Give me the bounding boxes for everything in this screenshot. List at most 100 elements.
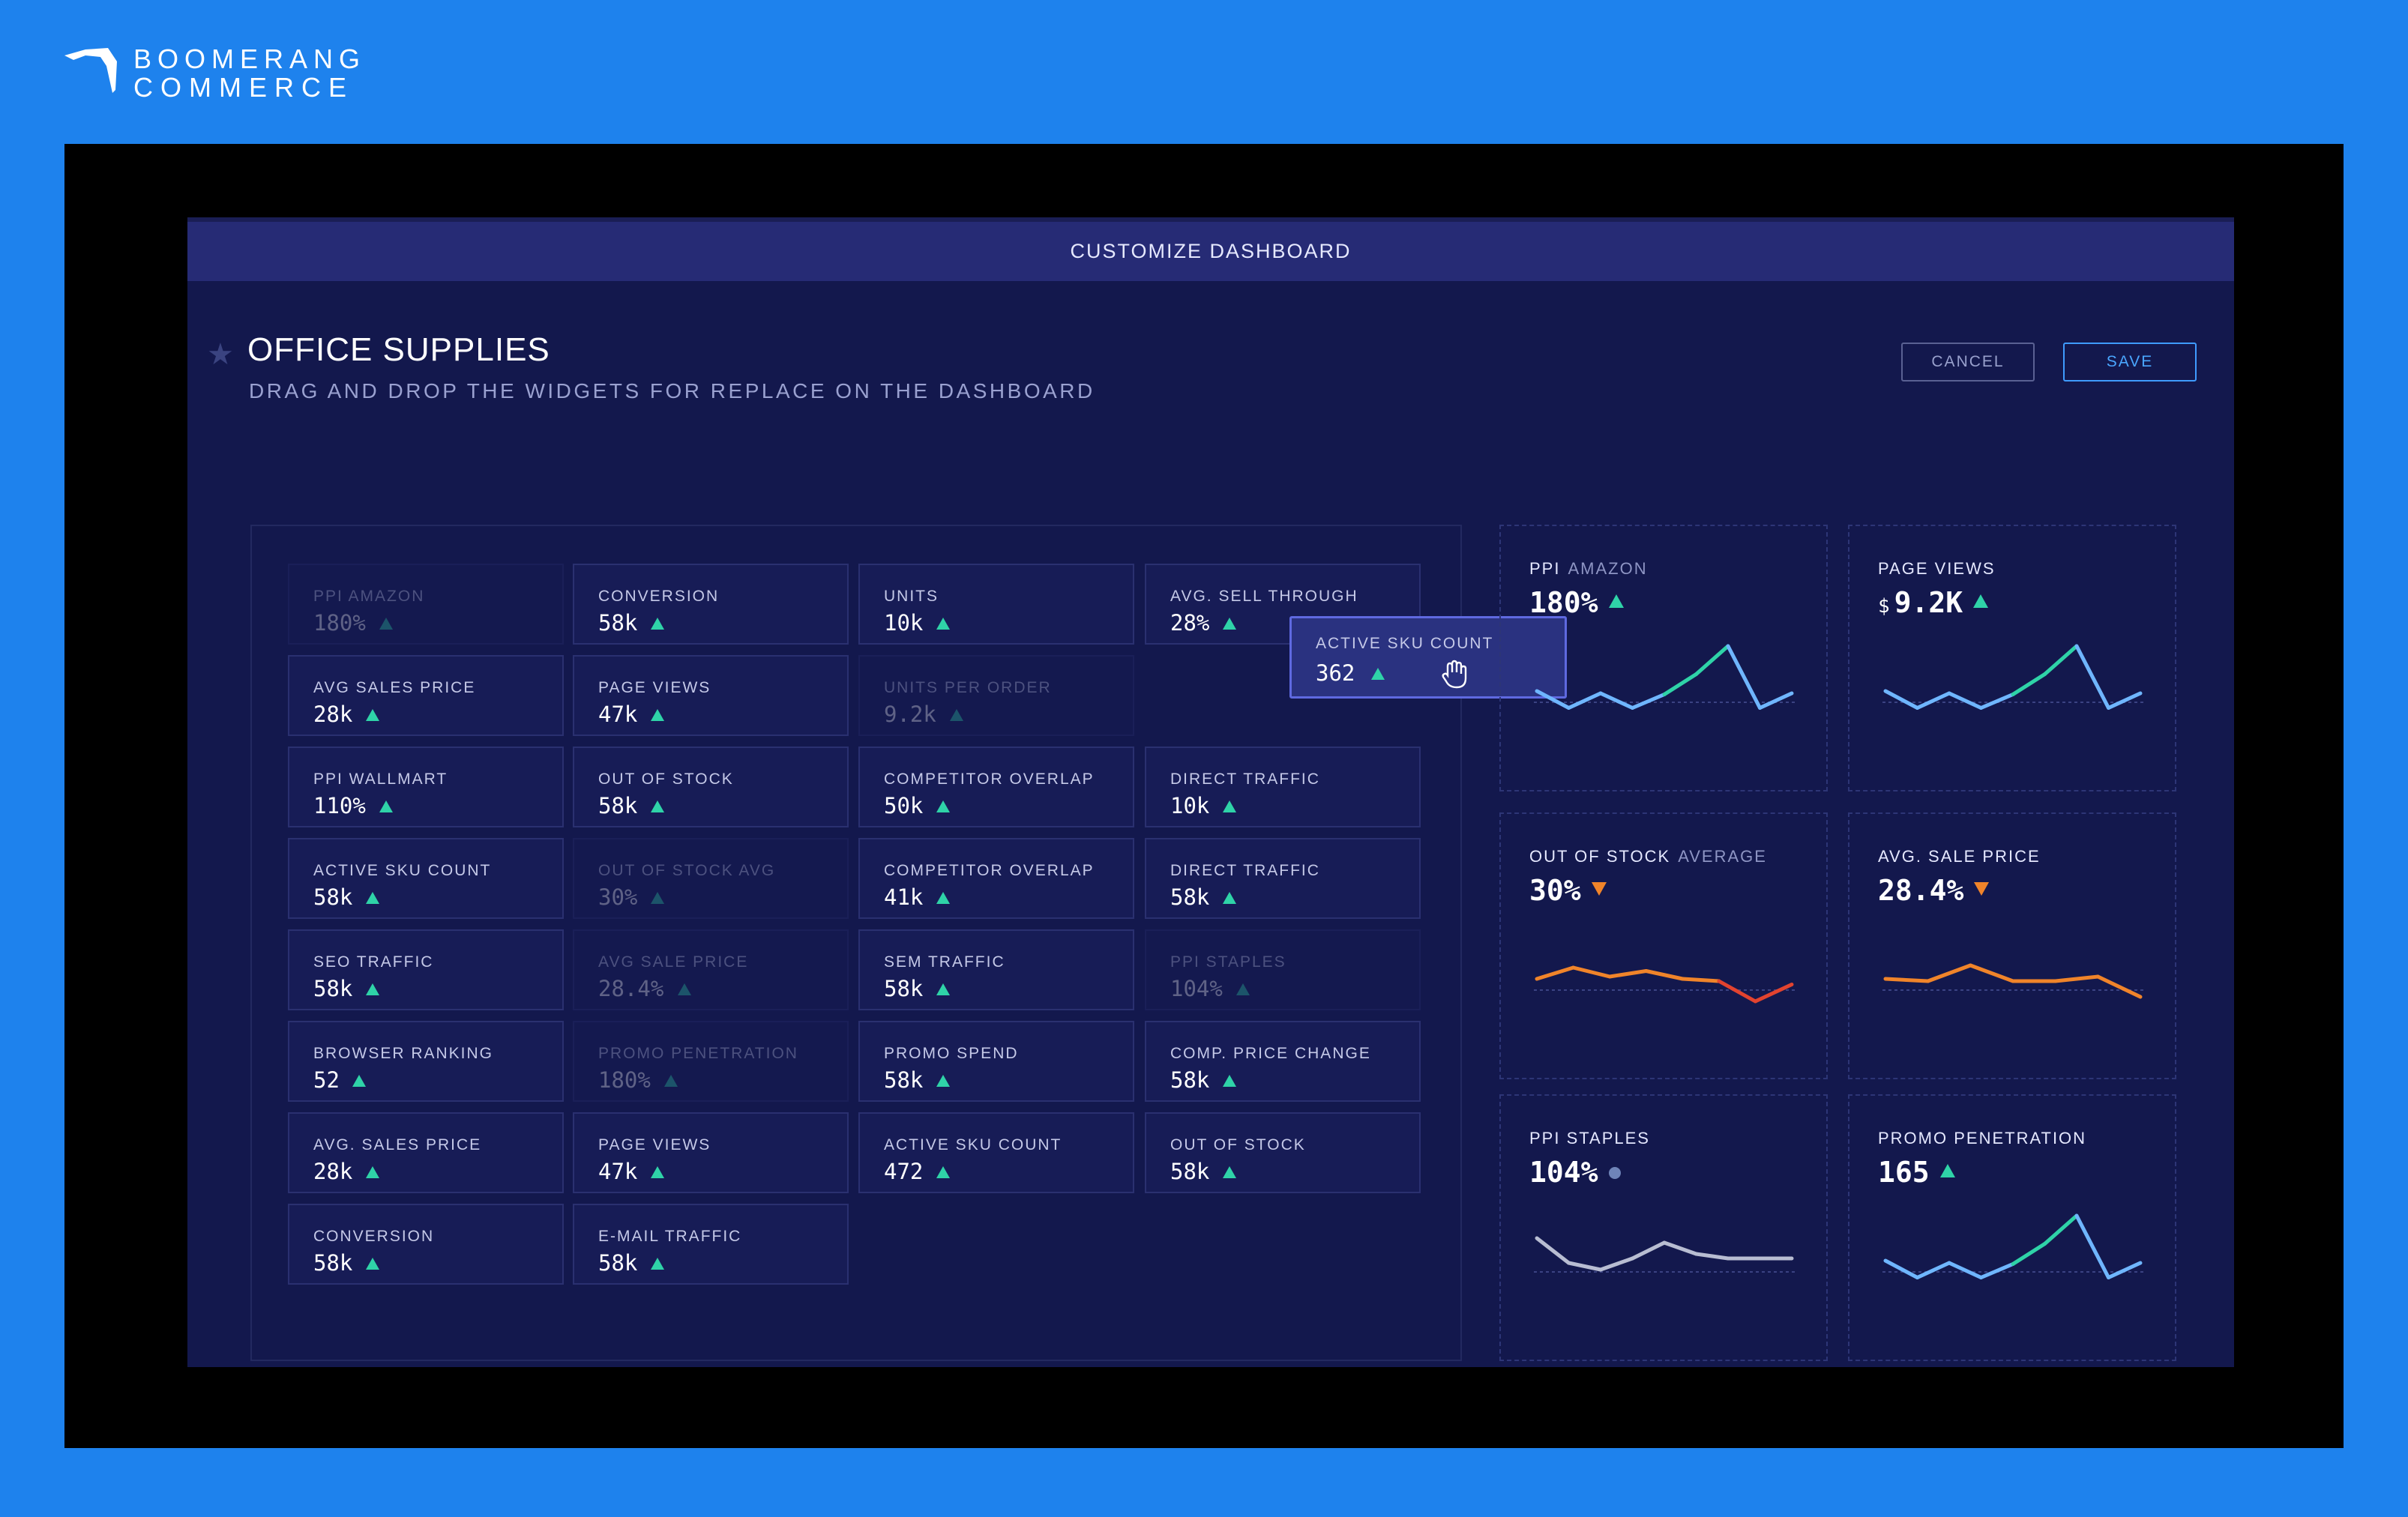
up-arrow-icon (352, 1075, 366, 1087)
widget-tile-label: ACTIVE SKU COUNT (313, 862, 492, 879)
widget-tile-value: 9.2k (884, 702, 936, 727)
widget-tile-value: 58k (313, 976, 353, 1001)
widget-tile-value: 28k (313, 1159, 353, 1184)
trend-up-icon (1973, 594, 1989, 608)
widget-tile[interactable]: SEM TRAFFIC 58k (858, 929, 1134, 1010)
up-arrow-icon (1223, 1166, 1236, 1178)
card-sparkline (1534, 965, 1795, 1004)
save-button[interactable]: SAVE (2063, 343, 2197, 381)
widget-tile[interactable]: DIRECT TRAFFIC 10k (1145, 747, 1421, 827)
widget-tile-value: 52 (313, 1067, 340, 1093)
dashboard-card[interactable]: OUT OF STOCK AVERAGE 30% (1499, 812, 1828, 1079)
widget-tile-value: 58k (598, 610, 638, 636)
widget-tile[interactable]: PPI WALLMART 110% (288, 747, 564, 827)
widget-tile-label: OUT OF STOCK (1170, 1136, 1306, 1153)
dashboard-card[interactable]: PPI AMAZON 180% (1499, 525, 1828, 791)
widget-tile[interactable]: COMPETITOR OVERLAP 50k (858, 747, 1134, 827)
widget-tile[interactable]: SEO TRAFFIC 58k (288, 929, 564, 1010)
widget-tile[interactable]: PAGE VIEWS 47k (573, 655, 849, 736)
widget-tile[interactable]: COMPETITOR OVERLAP 41k (858, 838, 1134, 919)
widget-tile-label: AVG. SALES PRICE (313, 1136, 482, 1153)
sparkline-segment (1598, 691, 1634, 710)
up-arrow-icon (366, 1166, 379, 1178)
sparkline-segment (1535, 689, 1571, 710)
sparkline-segment (1598, 1256, 1634, 1272)
widget-tile[interactable]: PROMO PENETRATION 180% (573, 1021, 849, 1102)
widget-tile-label: PAGE VIEWS (598, 1136, 711, 1153)
sparkline-segment (1662, 1240, 1698, 1256)
card-value: 180% (1529, 586, 1624, 619)
up-arrow-icon (379, 800, 393, 812)
sparkline-segment (2043, 644, 2079, 676)
cancel-button[interactable]: CANCEL (1901, 343, 2035, 381)
widget-tile-value: 47k (598, 1159, 638, 1184)
sparkline-segment (1915, 691, 1951, 710)
widget-tile[interactable]: CONVERSION 58k (573, 564, 849, 645)
favorite-star-icon[interactable]: ★ (207, 338, 234, 371)
widget-tile[interactable]: AVG SALES PRICE 28k (288, 655, 564, 736)
page-title: OFFICE SUPPLIES (247, 331, 550, 368)
widget-tile[interactable]: AVG. SELL THROUGH 28% (1145, 564, 1421, 645)
up-arrow-icon (1223, 618, 1236, 630)
widget-tile[interactable]: UNITS PER ORDER 9.2k (858, 655, 1134, 736)
widget-tile[interactable]: ACTIVE SKU COUNT 58k (288, 838, 564, 919)
card-label: AVG. SALE PRICE (1878, 847, 2041, 866)
sparkline-segment (1535, 965, 1576, 981)
dashboard-card[interactable]: PPI STAPLES 104% (1499, 1094, 1828, 1361)
up-arrow-icon (366, 892, 379, 904)
sparkline-segment (1662, 672, 1698, 696)
widget-tile[interactable]: BROWSER RANKING 52 (288, 1021, 564, 1102)
widget-tile[interactable]: AVG SALE PRICE 28.4% (573, 929, 849, 1010)
sparkline-segment (1680, 977, 1721, 983)
trend-up-icon (1608, 594, 1624, 608)
up-arrow-icon (1236, 983, 1250, 995)
widget-tile-label: COMPETITOR OVERLAP (884, 770, 1095, 788)
widget-tile-value: 472 (884, 1159, 924, 1184)
widget-tile[interactable]: PPI STAPLES 104% (1145, 929, 1421, 1010)
widget-tile[interactable]: OUT OF STOCK AVG 30% (573, 838, 849, 919)
widget-tile-value: 58k (313, 1250, 353, 1276)
widget-tile[interactable]: PAGE VIEWS 47k (573, 1112, 849, 1193)
widget-tile-value: 10k (884, 610, 924, 636)
widget-tile-label: PROMO PENETRATION (598, 1045, 798, 1062)
sparkline-segment (1926, 963, 1972, 983)
widget-tile[interactable]: OUT OF STOCK 58k (573, 747, 849, 827)
widget-tile-label: AVG SALES PRICE (313, 679, 476, 696)
card-label: PAGE VIEWS (1878, 559, 1996, 578)
widget-tile-value: 28k (313, 702, 353, 727)
card-value: 165 (1878, 1156, 1955, 1189)
widget-tile-label: ACTIVE SKU COUNT (884, 1136, 1062, 1153)
dashboard-card[interactable]: PROMO PENETRATION 165 (1848, 1094, 2176, 1361)
widget-tile[interactable]: CONVERSION 58k (288, 1204, 564, 1285)
widget-tile[interactable]: UNITS 10k (858, 564, 1134, 645)
dashboard-card[interactable]: PAGE VIEWS $9.2K (1848, 525, 2176, 791)
card-value: 28.4% (1878, 874, 1990, 907)
up-arrow-icon (651, 709, 664, 721)
page-subtitle: DRAG AND DROP THE WIDGETS FOR REPLACE ON… (249, 379, 1095, 402)
widget-tile-label: AVG SALE PRICE (598, 953, 749, 971)
dashboard-card[interactable]: AVG. SALE PRICE 28.4% (1848, 812, 2176, 1079)
widget-tile[interactable]: PROMO SPEND 58k (858, 1021, 1134, 1102)
widget-library-panel (250, 525, 1462, 1361)
widget-tile-label: CONVERSION (313, 1228, 435, 1245)
up-arrow-icon (950, 709, 963, 721)
sparkline-segment (1979, 693, 2015, 710)
sparkline-segment (1968, 963, 2015, 983)
widget-tile-value: 41k (884, 884, 924, 910)
widget-tile-value: 30% (598, 884, 638, 910)
widget-tile[interactable]: OUT OF STOCK 58k (1145, 1112, 1421, 1193)
up-arrow-icon (651, 892, 664, 904)
widget-tile[interactable]: COMP. PRICE CHANGE 58k (1145, 1021, 1421, 1102)
widget-tile[interactable]: E-MAIL TRAFFIC 58k (573, 1204, 849, 1285)
widget-tile[interactable]: AVG. SALES PRICE 28k (288, 1112, 564, 1193)
widget-tile[interactable]: ACTIVE SKU COUNT 472 (858, 1112, 1134, 1193)
sparkline-segment (1607, 969, 1649, 979)
widget-tile-label: COMP. PRICE CHANGE (1170, 1045, 1371, 1062)
sparkline-segment (1717, 979, 1757, 1004)
top-bar: CUSTOMIZE DASHBOARD (187, 217, 2234, 281)
widget-tile[interactable]: PPI AMAZON 180% (288, 564, 564, 645)
card-value: $9.2K (1878, 586, 1989, 619)
widget-tile[interactable]: DIRECT TRAFFIC 58k (1145, 838, 1421, 919)
widget-tile-value: 58k (1170, 1067, 1210, 1093)
dragging-widget[interactable]: ACTIVE SKU COUNT 362 (1289, 616, 1567, 699)
